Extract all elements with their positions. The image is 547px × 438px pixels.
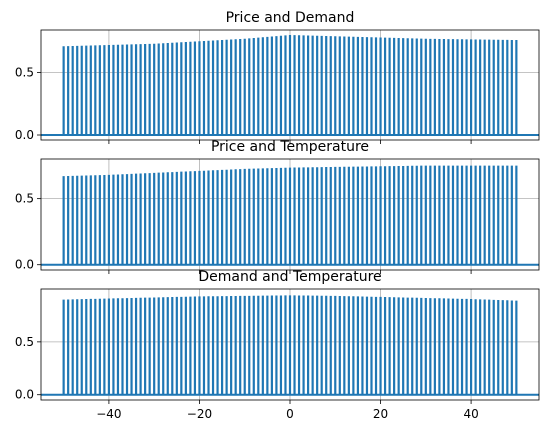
y-tick-label: 0.5 xyxy=(15,335,34,349)
x-tick-label: 40 xyxy=(463,407,478,421)
x-tick-label: −20 xyxy=(187,407,212,421)
chart-title: Demand and Temperature xyxy=(198,269,381,285)
y-tick-label: 0.5 xyxy=(15,192,34,206)
y-tick-label: 0.0 xyxy=(15,258,34,272)
chart-title: Price and Temperature xyxy=(211,139,369,155)
x-tick-label: −40 xyxy=(96,407,121,421)
x-tick-label: 0 xyxy=(286,407,294,421)
y-tick-label: 0.0 xyxy=(15,128,34,142)
x-tick-label: 20 xyxy=(373,407,388,421)
y-tick-label: 0.0 xyxy=(15,388,34,402)
chart-title: Price and Demand xyxy=(226,10,355,26)
y-tick-label: 0.5 xyxy=(15,66,34,80)
